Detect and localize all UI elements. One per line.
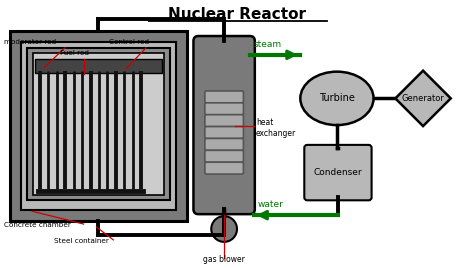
FancyBboxPatch shape [205,150,244,162]
FancyBboxPatch shape [205,126,244,139]
Bar [27,48,170,200]
Bar [21,42,176,210]
Bar [10,31,187,221]
Text: Steel container: Steel container [54,238,109,244]
Text: gas blower: gas blower [203,255,245,264]
Text: Nuclear Reactor: Nuclear Reactor [168,7,306,22]
FancyBboxPatch shape [205,162,244,174]
Polygon shape [395,71,451,126]
Text: Fuel rod: Fuel rod [60,50,89,56]
Text: Turbine: Turbine [319,93,355,103]
Text: Condenser: Condenser [314,168,362,177]
Bar [35,59,162,73]
Text: moderator rod: moderator rod [4,39,57,45]
FancyBboxPatch shape [205,91,244,103]
Circle shape [211,216,237,242]
FancyBboxPatch shape [205,139,244,150]
FancyBboxPatch shape [205,103,244,115]
FancyBboxPatch shape [205,115,244,126]
Text: steam: steam [254,40,282,49]
Ellipse shape [301,72,374,125]
Text: Control rod: Control rod [109,39,149,45]
Bar [33,53,164,195]
FancyBboxPatch shape [304,145,372,200]
Text: Generator: Generator [401,94,445,103]
FancyBboxPatch shape [193,36,255,214]
Text: water: water [258,200,283,209]
Text: heat
exchanger: heat exchanger [256,118,296,138]
Text: Concrete chamber: Concrete chamber [4,222,71,228]
